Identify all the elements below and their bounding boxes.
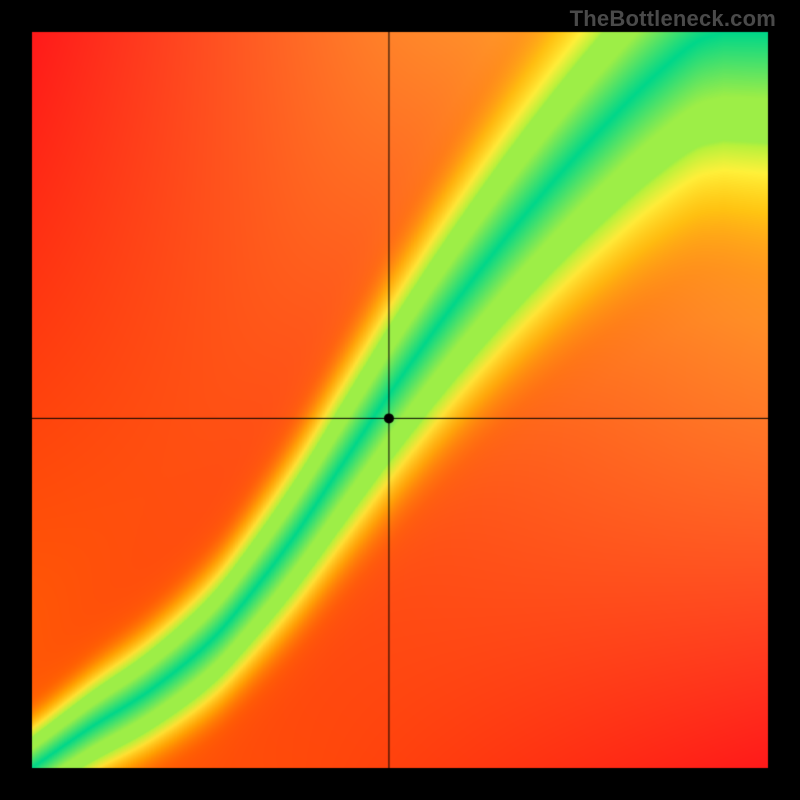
bottleneck-heatmap [0, 0, 800, 800]
watermark-text: TheBottleneck.com [570, 6, 776, 32]
